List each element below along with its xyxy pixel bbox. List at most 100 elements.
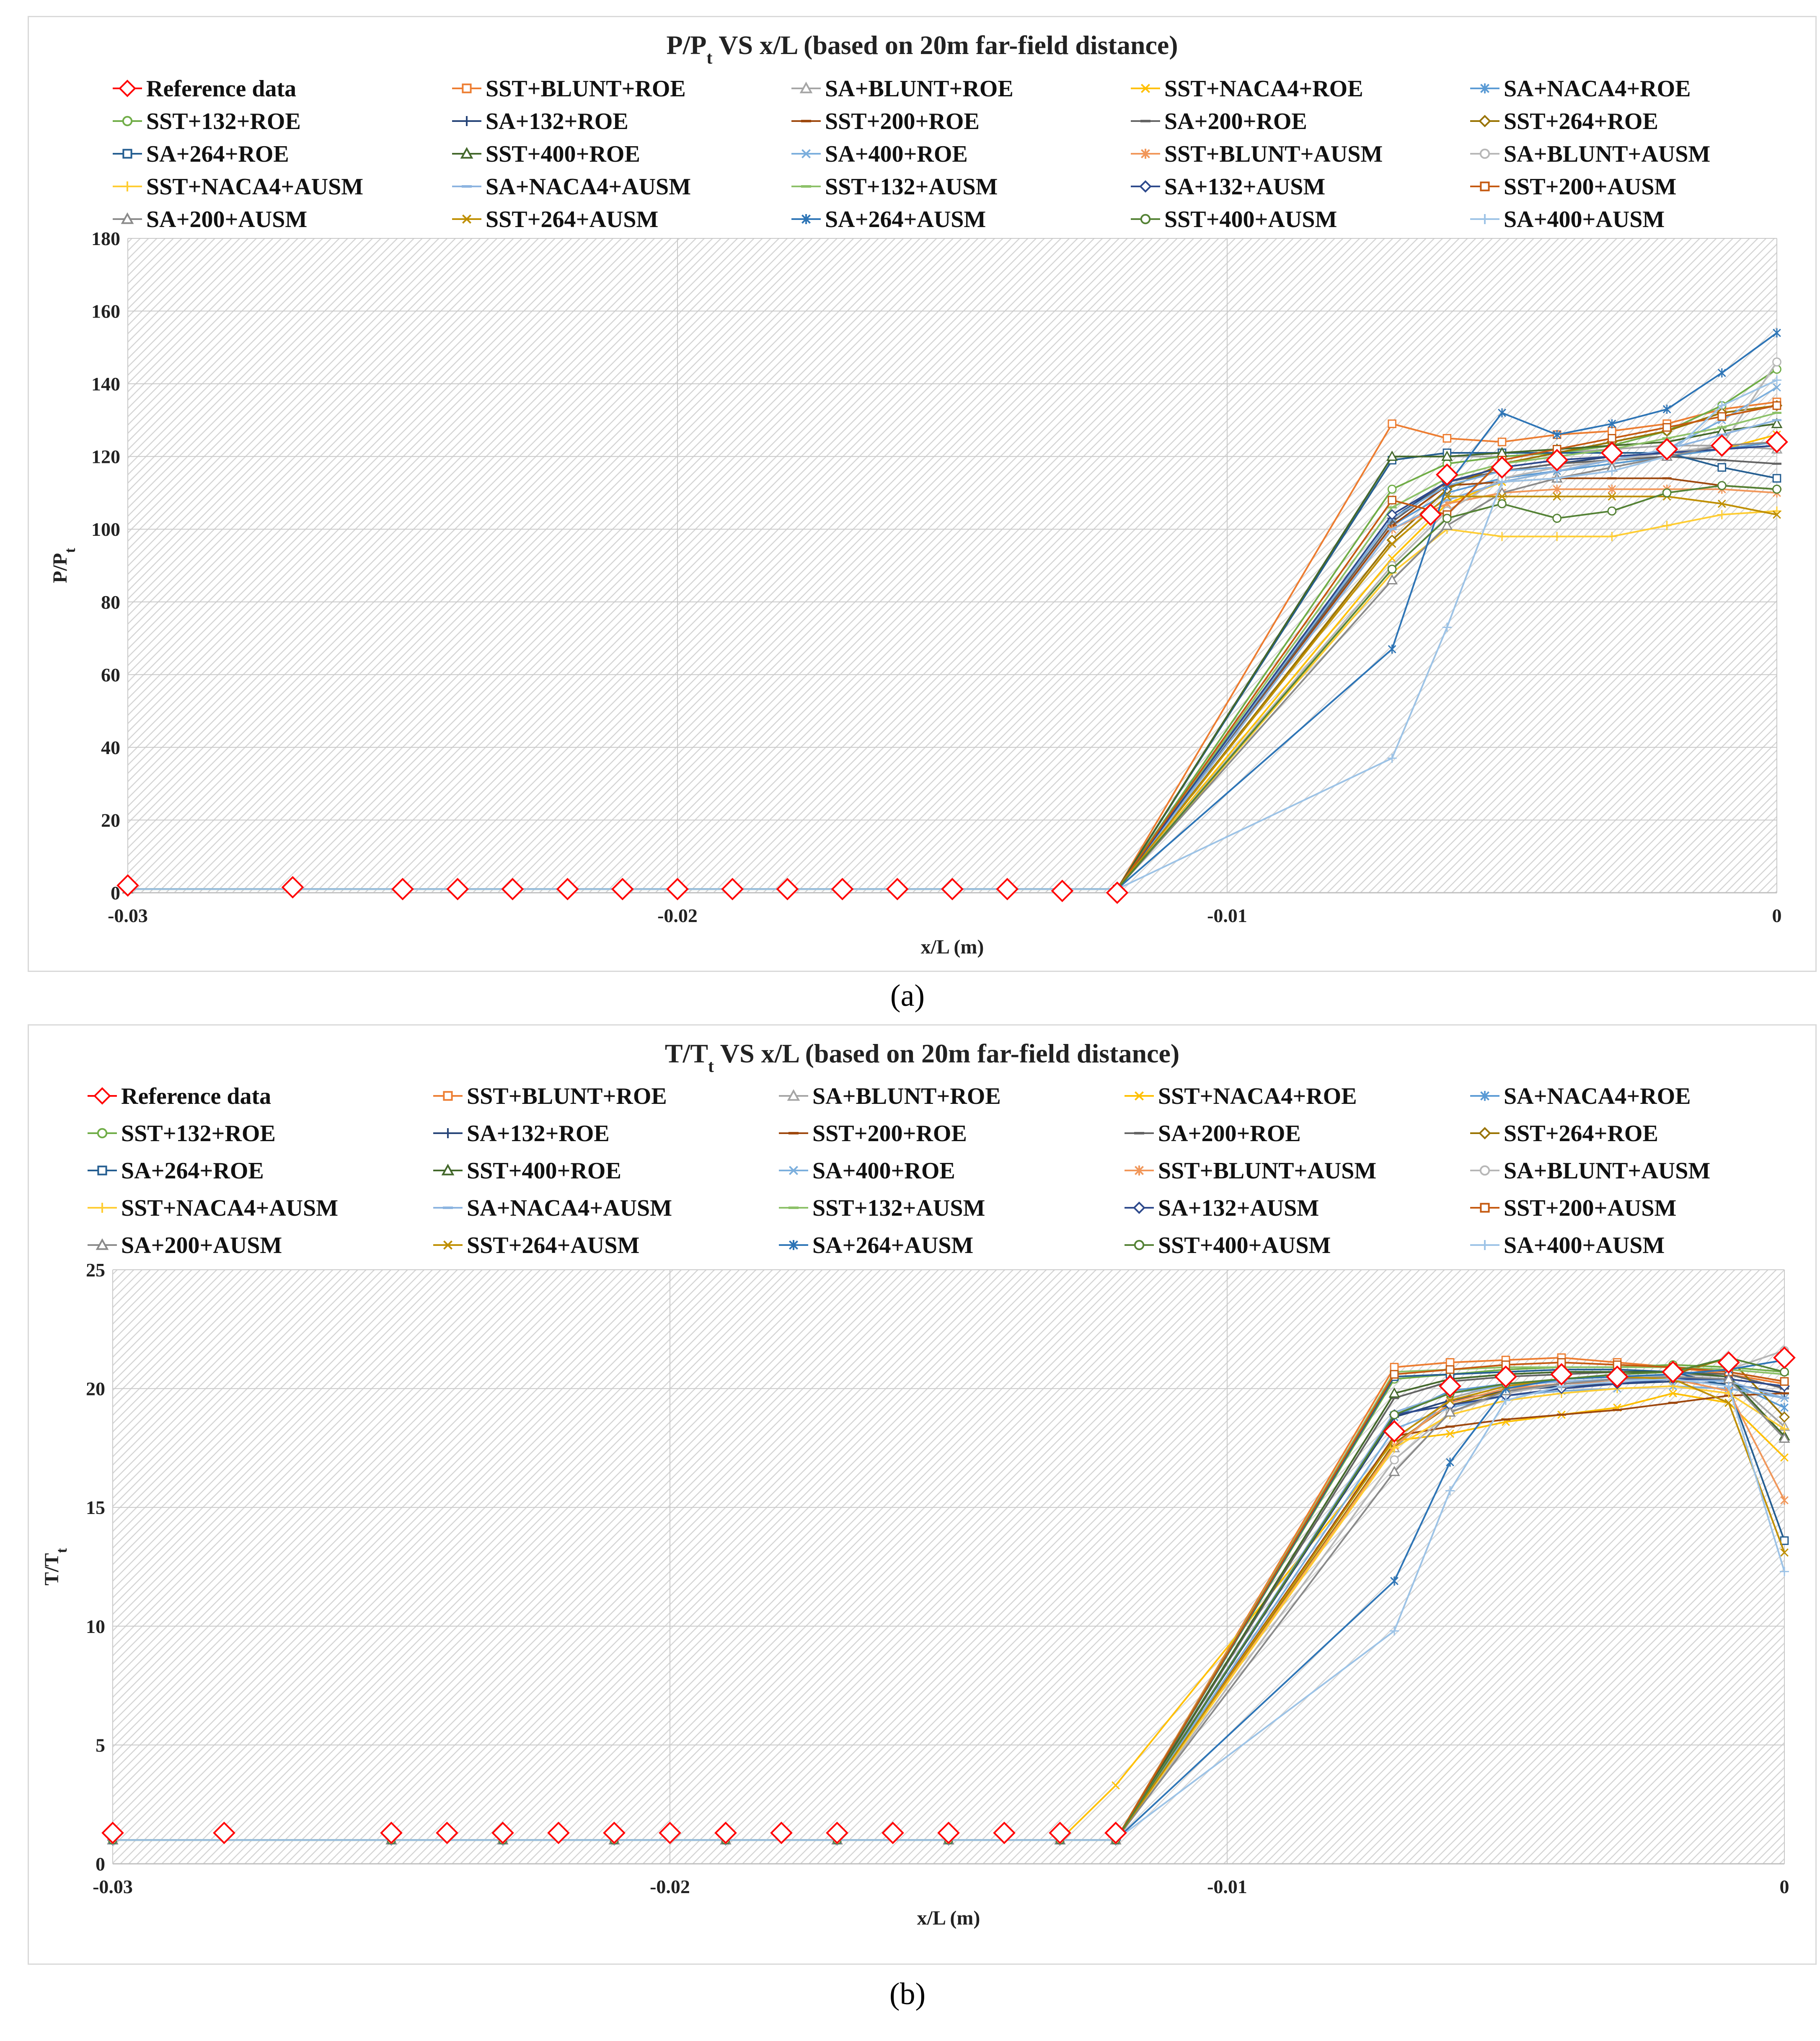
data-point: [1669, 1389, 1677, 1398]
series-group: [101, 1346, 1796, 1846]
data-point: [1497, 499, 1507, 509]
data-point: [1445, 1358, 1455, 1367]
data-point: [1772, 375, 1781, 385]
reference-point: [547, 1821, 570, 1845]
data-point: [1662, 488, 1672, 498]
legend-label-sa-blunt-ausm: SA+BLUNT+AUSM: [1504, 1158, 1710, 1184]
legend-item-sst-200-roe: SST+200+ROE: [779, 1121, 967, 1147]
y-tick-label: 80: [101, 592, 120, 613]
data-point: [1780, 1367, 1789, 1377]
legend-item-sst-blunt-ausm: SST+BLUNT+AUSM: [1125, 1158, 1376, 1184]
chart-title: T/Tt VS x/L (based on 20m far-field dist…: [665, 1039, 1179, 1076]
legend-marker-reference-data: [119, 80, 136, 97]
legend-item-sst-132-ausm: SST+132+AUSM: [791, 174, 998, 200]
x-tick-label: -0.01: [1207, 905, 1247, 926]
x-tick-label: 0: [1780, 1876, 1789, 1897]
data-point: [1112, 1781, 1120, 1790]
legend-item-sst-264-ausm: SST+264+AUSM: [433, 1232, 639, 1258]
legend-label-reference-data: Reference data: [146, 76, 296, 102]
data-point: [1390, 1443, 1399, 1453]
data-point: [1386, 574, 1398, 585]
legend-item-sst-naca4-ausm: SST+NACA4+AUSM: [88, 1195, 338, 1221]
data-point: [1387, 753, 1397, 763]
reference-point: [996, 878, 1019, 901]
chart-panel-b: T/Tt VS x/L (based on 20m far-field dist…: [28, 1024, 1817, 1965]
legend-label-sst-blunt-roe: SST+BLUNT+ROE: [486, 76, 686, 102]
legend-marker-sst-200-ausm: [1480, 1203, 1490, 1213]
legend-marker-sst-264-roe: [1479, 115, 1491, 127]
legend-label-sst-200-ausm: SST+200+AUSM: [1504, 174, 1676, 200]
y-tick-label: 120: [91, 446, 120, 468]
legend-item-sst-naca4-roe: SST+NACA4+ROE: [1125, 1083, 1357, 1109]
data-point: [1387, 484, 1397, 494]
legend-marker-sa-200-ausm: [121, 212, 134, 224]
legend-item-sst-400-ausm: SST+400+AUSM: [1125, 1232, 1331, 1258]
data-point: [1772, 357, 1781, 367]
legend-item-sa-400-ausm: SA+400+AUSM: [1470, 1232, 1665, 1258]
legend-item-sa-naca4-ausm: SA+NACA4+AUSM: [452, 174, 691, 200]
legend-marker-sst-400-ausm: [1134, 1240, 1145, 1250]
reference-point: [213, 1821, 235, 1845]
data-point: [1662, 521, 1672, 530]
data-point: [1498, 408, 1506, 418]
legend-marker-sst-blunt-ausm: [1134, 1165, 1144, 1176]
legend-item-sa-400-roe: SA+400+ROE: [779, 1158, 955, 1184]
legend-marker-sa-132-ausm: [1133, 1201, 1145, 1214]
legend-label-reference-data: Reference data: [121, 1083, 271, 1109]
legend-marker-sst-blunt-ausm: [1140, 149, 1150, 159]
legend-marker-sst-264-ausm: [443, 1240, 453, 1250]
reference-point: [116, 874, 139, 897]
legend-label-sa-200-roe: SA+200+ROE: [1164, 109, 1307, 134]
legend-label-sst-264-ausm: SST+264+AUSM: [486, 207, 658, 233]
y-tick-label: 10: [86, 1616, 105, 1637]
reference-point: [1773, 1346, 1796, 1369]
reference-point: [937, 1821, 960, 1845]
y-axis-label: P/Pt: [49, 548, 78, 583]
legend-marker-sa-400-ausm: [1480, 1240, 1490, 1250]
data-point: [1445, 1365, 1455, 1374]
data-point: [1497, 532, 1507, 541]
data-point: [1771, 418, 1783, 428]
reference-point: [611, 878, 634, 901]
legend-label-sa-264-ausm: SA+264+AUSM: [825, 207, 986, 233]
legend-item-sa-blunt-roe: SA+BLUNT+ROE: [779, 1083, 1001, 1109]
caption-a: (a): [890, 979, 925, 1013]
data-point: [1390, 1626, 1399, 1636]
reference-point: [666, 878, 689, 901]
legend-label-sst-132-ausm: SST+132+AUSM: [825, 174, 998, 200]
legend-item-sa-132-ausm: SA+132+AUSM: [1125, 1195, 1319, 1221]
data-point: [1724, 1381, 1733, 1391]
legend-item-sa-200-ausm: SA+200+AUSM: [88, 1232, 282, 1258]
reference-point: [436, 1821, 458, 1845]
y-tick-label: 100: [91, 519, 120, 540]
data-point: [1607, 532, 1617, 541]
reference-point: [1494, 1365, 1517, 1388]
y-tick-label: 15: [86, 1497, 105, 1518]
legend-label-sst-264-ausm: SST+264+AUSM: [467, 1232, 639, 1258]
reference-point: [882, 1821, 904, 1845]
y-tick-label: 140: [91, 373, 120, 395]
legend-item-sst-264-roe: SST+264+ROE: [1470, 1121, 1658, 1147]
y-tick-label: 5: [96, 1734, 105, 1756]
data-point: [1442, 514, 1452, 523]
data-point: [1780, 1403, 1789, 1412]
reference-point: [1600, 442, 1624, 464]
legend-item-sa-264-roe: SA+264+ROE: [88, 1158, 264, 1184]
legend-label-sa-naca4-roe: SA+NACA4+ROE: [1504, 1083, 1691, 1109]
data-point: [1442, 623, 1452, 632]
caption-b: (b): [889, 1977, 926, 2011]
legend-item-sa-naca4-roe: SA+NACA4+ROE: [1470, 1083, 1691, 1109]
legend-label-sa-400-ausm: SA+400+AUSM: [1504, 207, 1665, 233]
data-point: [1773, 328, 1781, 338]
data-point: [1497, 437, 1507, 447]
reference-point: [886, 878, 909, 901]
legend-marker-sa-blunt-ausm: [1479, 1165, 1490, 1176]
reference-point: [831, 878, 854, 901]
reference-point: [721, 878, 744, 901]
reference-point: [776, 878, 799, 901]
reference-point: [1710, 434, 1733, 457]
legend-item-sa-naca4-roe: SA+NACA4+ROE: [1470, 76, 1691, 102]
data-point: [1608, 419, 1616, 429]
legend-item-sa-blunt-roe: SA+BLUNT+ROE: [791, 76, 1013, 102]
reference-point: [993, 1821, 1016, 1845]
